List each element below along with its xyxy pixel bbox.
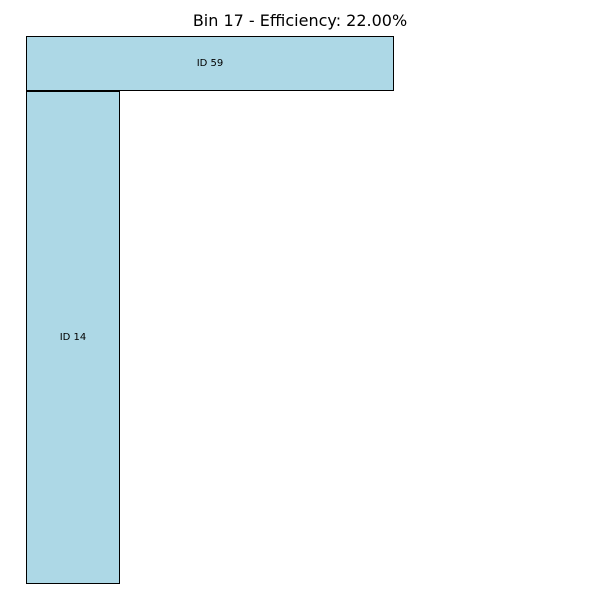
packed-item-14: ID 14 bbox=[26, 91, 120, 584]
item-label-14: ID 14 bbox=[59, 332, 87, 343]
bin-title: Bin 17 - Efficiency: 22.00% bbox=[192, 11, 408, 30]
packed-item-59: ID 59 bbox=[26, 36, 394, 91]
item-label-59: ID 59 bbox=[196, 58, 224, 69]
bin-area: ID 59 ID 14 bbox=[26, 36, 574, 584]
